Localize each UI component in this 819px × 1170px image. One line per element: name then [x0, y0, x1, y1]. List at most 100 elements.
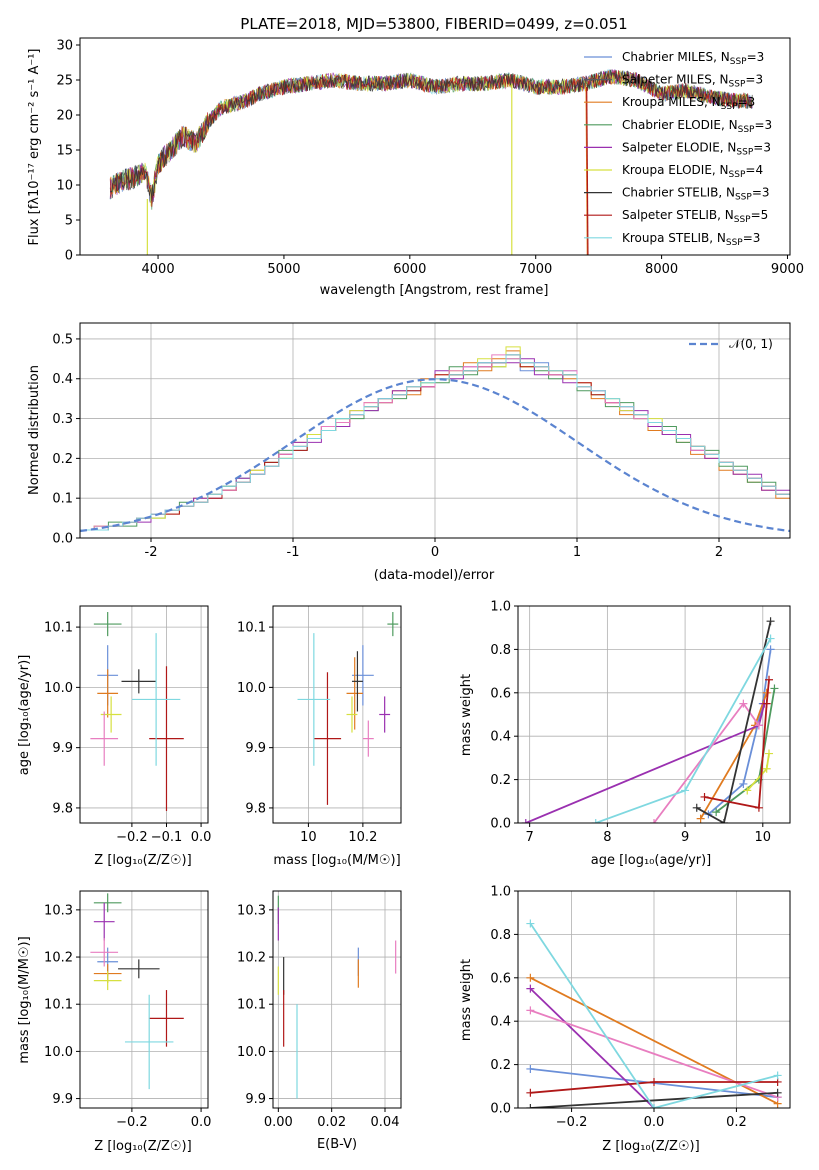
x-tick-label: −0.2	[116, 830, 148, 845]
y-tick-label: 0.4	[52, 372, 73, 387]
y-tick-label: 10.0	[44, 681, 73, 696]
massweight-marker	[770, 684, 779, 693]
legend-value: =3	[745, 73, 763, 87]
x-tick-label: 5000	[267, 262, 300, 277]
y-tick-label: 0.5	[52, 332, 73, 347]
massweight-marker	[773, 1071, 782, 1080]
massweight-marker	[712, 808, 721, 817]
legend-subscript: SSP	[729, 80, 746, 90]
axes-frame	[517, 605, 791, 824]
spectrum-title: PLATE=2018, MJD=53800, FIBERID=0499, z=0…	[240, 15, 627, 33]
massweight-marker	[719, 819, 728, 823]
massweight-marker	[754, 721, 763, 730]
residual-histogram-panel: -2 -1 0 1 2 0.0 0.1 0.2 0.3 0.4 0.5	[52, 322, 791, 560]
plot-area	[90, 612, 184, 811]
y-tick-label: 1.0	[490, 885, 511, 900]
y-tick-label: 20	[56, 109, 73, 124]
x-tick-label: 9	[681, 830, 689, 845]
massweight-marker	[526, 1104, 535, 1108]
massweight-marker	[696, 814, 705, 823]
legend-value: =3	[743, 231, 761, 245]
x-tick-label: 7	[526, 830, 534, 845]
legend-subscript: SSP	[726, 238, 743, 248]
y-tick-label: 0.1	[52, 492, 73, 507]
massweight-marker	[521, 819, 530, 823]
massweight-marker	[700, 792, 709, 801]
massweight-marker	[743, 786, 752, 795]
massweight-marker	[766, 617, 775, 626]
residual-xlabel: (data-model)/error	[374, 568, 495, 583]
x-tick-label: 0.0	[191, 1115, 212, 1130]
legend-value: =5	[751, 208, 769, 222]
axes-frame	[79, 37, 791, 256]
y-tick-label: 0.2	[52, 452, 73, 467]
plot-area	[526, 919, 782, 1108]
massweight-marker	[526, 973, 535, 982]
massweight-marker	[762, 764, 771, 773]
x-tick-label: 7000	[519, 262, 552, 277]
massz-ylabel: mass [log₁₀(M/M☉)]	[17, 936, 32, 1063]
legend-label: Salpeter ELODIE, NSSP=3	[622, 140, 771, 157]
massz-xlabel: Z [log₁₀(Z/Z☉)]	[94, 1139, 191, 1154]
x-tick-label: 1	[573, 545, 581, 560]
massweight-marker	[766, 645, 775, 654]
massweight-vs-metallicity-panel: −0.2 0.0 0.2 0.0 0.2 0.4 0.6 0.8 1.0	[490, 885, 791, 1130]
plot-area	[90, 893, 184, 1090]
y-tick-label: 10.1	[44, 621, 73, 636]
massweight-marker	[526, 984, 535, 993]
spectrum-line	[110, 69, 753, 201]
massweight-marker	[739, 779, 748, 788]
y-tick-label: 0.4	[490, 730, 511, 745]
x-tick-label: 8000	[645, 262, 678, 277]
massweight-vs-age-panel: 7 8 9 10 0.0 0.2 0.4 0.6 0.8 1.0	[490, 600, 791, 845]
plot-area	[297, 612, 399, 805]
y-tick-label: 9.8	[245, 801, 266, 816]
y-tick-label: 0.8	[490, 928, 511, 943]
spectrum-ylabel: Flux [fλ10⁻¹⁷ erg cm⁻² s⁻¹ A⁻¹]	[27, 49, 42, 246]
y-tick-label: 1.0	[490, 600, 511, 615]
y-tick-label: 0.4	[490, 1015, 511, 1030]
mwz-ylabel: mass weight	[459, 959, 474, 1041]
spectrum-line	[109, 70, 753, 207]
x-tick-label: 8	[603, 830, 611, 845]
plot-area	[80, 346, 790, 533]
axes-frame	[272, 605, 402, 824]
x-tick-label: -1	[287, 545, 300, 560]
x-tick-label: 0.04	[371, 1115, 400, 1130]
x-tick-label: 0.02	[317, 1115, 346, 1130]
y-tick-label: 0.6	[490, 686, 511, 701]
massweight-marker	[526, 1064, 535, 1073]
y-tick-label: 10.1	[237, 998, 266, 1013]
massweight-line	[530, 1091, 778, 1108]
massweight-marker	[766, 634, 775, 643]
normal-legend-label: 𝒩(0, 1)	[729, 337, 773, 351]
histogram-step	[80, 354, 790, 531]
legend-label: Chabrier STELIB, NSSP=3	[622, 186, 770, 203]
agez-ylabel: age [log₁₀(age/yr)]	[17, 655, 32, 776]
y-tick-label: 0.8	[490, 643, 511, 658]
legend-value: =3	[753, 140, 771, 154]
y-tick-label: 0.0	[52, 532, 73, 547]
spectrum-gap-line	[585, 86, 588, 255]
y-tick-label: 9.9	[245, 741, 266, 756]
y-tick-label: 0.0	[490, 817, 511, 832]
massweight-marker	[526, 1088, 535, 1097]
plot-area	[109, 68, 753, 255]
massweight-line	[529, 922, 778, 1108]
y-tick-label: 9.8	[52, 801, 73, 816]
massweight-marker	[739, 699, 748, 708]
y-tick-label: 10.0	[44, 1045, 73, 1060]
agem-xlabel: mass [log₁₀(M/M☉)]	[273, 853, 400, 868]
x-tick-label: 0.2	[726, 1115, 747, 1130]
massweight-marker	[650, 819, 658, 823]
legend-label: Chabrier ELODIE, NSSP=3	[622, 118, 772, 135]
massweight-marker	[526, 919, 535, 928]
x-tick-label: 2	[715, 545, 723, 560]
massweight-marker	[681, 786, 690, 795]
legend-value: =3	[754, 118, 772, 132]
x-tick-label: 0	[431, 545, 439, 560]
mwz-xlabel: Z [log₁₀(Z/Z☉)]	[602, 1139, 699, 1154]
y-tick-label: 0.2	[490, 773, 511, 788]
legend-value: =3	[747, 50, 765, 64]
